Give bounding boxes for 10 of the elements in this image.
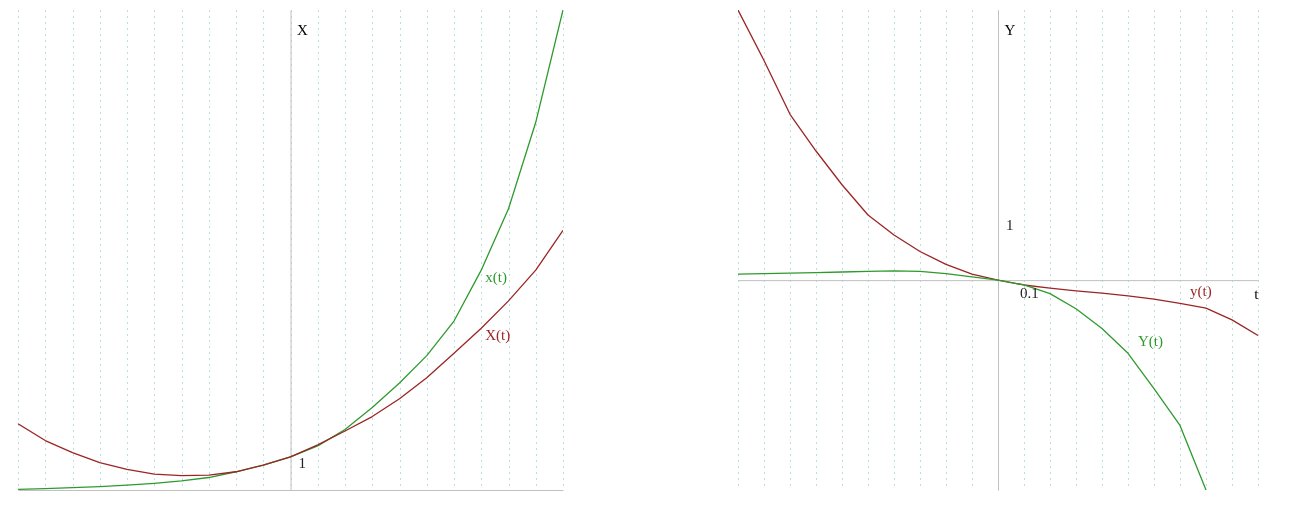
y-axis-title: X xyxy=(297,21,308,38)
annotation: 0.1 xyxy=(1020,285,1039,302)
x-axis-title: t xyxy=(1254,285,1260,302)
y-axis-title: Y xyxy=(1004,21,1016,38)
annotation: 1 xyxy=(1006,217,1014,234)
series-label: X(t) xyxy=(485,327,511,345)
annotation: 1 xyxy=(298,455,306,471)
series-label: x(t) xyxy=(485,269,507,287)
series-label: y(t) xyxy=(1190,283,1212,301)
series-label: Y(t) xyxy=(1138,333,1163,351)
